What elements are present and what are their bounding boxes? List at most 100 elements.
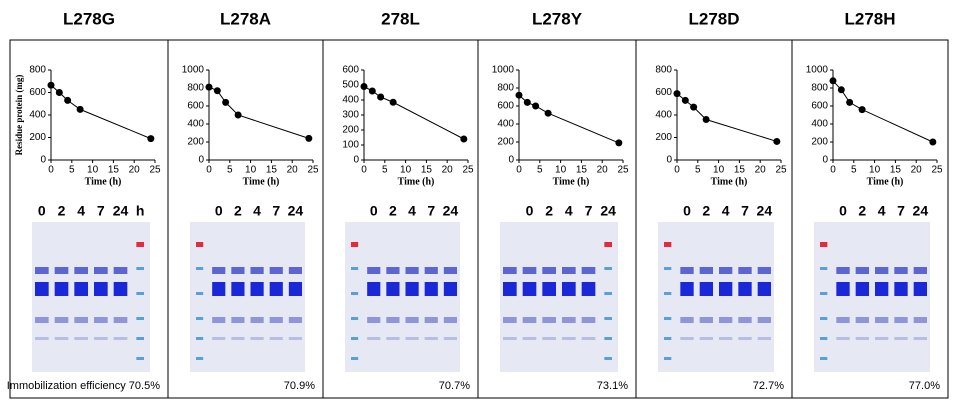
panel-title: L278H: [844, 9, 895, 28]
x-tick-label: 15: [734, 165, 746, 176]
gel-band: [35, 282, 49, 296]
gel-band: [35, 267, 49, 274]
panel-title: L278G: [63, 9, 115, 28]
data-line: [832, 80, 934, 143]
gel-band: [855, 282, 869, 296]
lane-label: 7: [585, 203, 593, 219]
gel-band: [367, 337, 381, 340]
gel-band: [836, 267, 850, 274]
gel-band: [757, 282, 771, 296]
gel-band: [74, 267, 88, 274]
y-tick-label: 200: [29, 132, 46, 143]
gel-band: [836, 337, 850, 340]
ladder-band: [604, 357, 612, 360]
gel-band: [113, 282, 128, 296]
gel-band: [54, 317, 69, 323]
y-tick-label: 0: [198, 155, 204, 166]
ladder-band: [136, 317, 144, 320]
x-tick-label: 0: [674, 165, 680, 176]
panel-title: L278A: [220, 9, 271, 28]
data-point: [615, 139, 623, 147]
gel-band: [405, 282, 419, 296]
annotation: 72.7%: [753, 380, 784, 392]
gel-band: [94, 267, 108, 274]
data-point: [213, 87, 221, 95]
gel-band: [405, 337, 419, 340]
gel-background: [345, 222, 460, 372]
data-point: [368, 87, 376, 95]
lane-label: 0: [839, 203, 847, 219]
gel-band: [54, 267, 69, 274]
data-line: [208, 86, 309, 139]
gel-band: [836, 282, 850, 296]
data-point: [64, 96, 72, 104]
annotation: 73.1%: [597, 380, 628, 392]
lane-label: 0: [215, 203, 223, 219]
x-tick-label: 20: [129, 165, 141, 176]
lane-label: 4: [722, 203, 730, 219]
gel-band: [231, 282, 245, 296]
y-tick-label: 600: [811, 101, 828, 112]
gel-band: [74, 317, 88, 323]
data-point: [305, 134, 313, 142]
ladder-red: [820, 242, 828, 247]
gel-band: [542, 282, 556, 296]
lane-label: 7: [741, 203, 749, 219]
x-tick-label: 15: [576, 165, 588, 176]
y-tick-label: 200: [187, 137, 204, 148]
y-axis-label: Residue protein (mg): [14, 75, 24, 156]
y-tick-label: 600: [342, 65, 359, 76]
gel-band: [113, 267, 128, 274]
ladder-band: [351, 267, 359, 270]
data-point: [846, 98, 854, 106]
y-tick-label: 400: [187, 119, 204, 130]
gel-band: [386, 267, 400, 274]
ladder-band: [664, 337, 672, 340]
x-tick-label: 0: [516, 165, 522, 176]
gel-band: [424, 282, 438, 296]
y-tick-label: 0: [40, 155, 46, 166]
y-tick-label: 500: [342, 80, 359, 91]
ladder-band: [196, 337, 204, 340]
gel-band: [405, 317, 419, 323]
gel-band: [581, 282, 596, 296]
x-tick-label: 10: [400, 165, 412, 176]
ladder-red: [136, 242, 144, 247]
ladder-band: [136, 292, 144, 295]
ladder-band: [351, 337, 359, 340]
gel-band: [522, 337, 537, 340]
gel-band: [542, 337, 556, 340]
gel-band: [757, 317, 771, 323]
y-tick-label: 200: [655, 132, 672, 143]
y-tick-label: 400: [497, 119, 514, 130]
y-tick-label: 800: [187, 83, 204, 94]
x-tick-label: 15: [108, 165, 120, 176]
gel-band: [522, 267, 537, 274]
gel-band: [288, 317, 302, 323]
lane-label: 4: [77, 203, 85, 219]
x-tick-label: 5: [69, 165, 75, 176]
gel-band: [699, 267, 713, 274]
gel-band: [680, 317, 694, 323]
gel-band: [250, 317, 264, 323]
gel-band: [386, 317, 400, 323]
x-tick-label: 20: [911, 165, 923, 176]
lane-label: 7: [272, 203, 280, 219]
gel-band: [913, 267, 927, 274]
gel-band: [503, 282, 517, 296]
gel-band: [522, 282, 537, 296]
ladder-band: [820, 317, 828, 320]
y-tick-label: 600: [497, 101, 514, 112]
x-tick-label: 5: [382, 165, 388, 176]
x-tick-label: 20: [442, 165, 454, 176]
data-point: [690, 103, 698, 111]
gel-band: [581, 337, 596, 340]
gel-band: [35, 337, 49, 340]
x-tick-label: 25: [617, 165, 629, 176]
gel-band: [913, 282, 927, 296]
x-axis-label: Time (h): [553, 176, 590, 187]
data-point: [544, 109, 552, 117]
gel-band: [738, 337, 752, 340]
gel-band: [424, 337, 438, 340]
gel-band: [719, 267, 733, 274]
